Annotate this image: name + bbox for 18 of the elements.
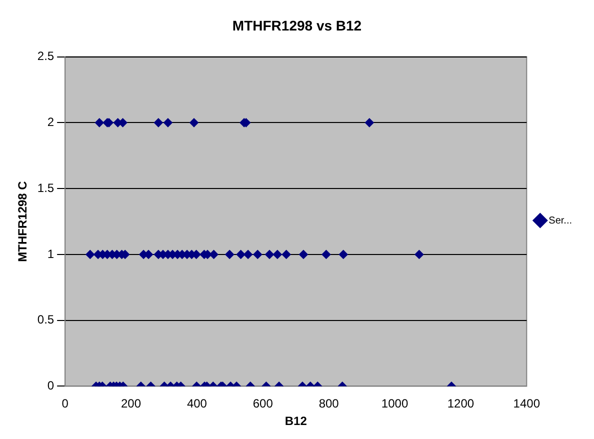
x-tick-label: 0	[62, 396, 69, 411]
x-tick-label: 800	[318, 396, 340, 411]
y-tick-label: 2.5	[37, 49, 54, 64]
y-tick-label: 1.5	[37, 180, 54, 195]
y-tick-label: 0.5	[37, 312, 54, 327]
x-axis-title: B12	[284, 414, 308, 428]
y-axis-title: MTHFR1298 C	[16, 180, 30, 262]
y-tick-label: 2	[47, 114, 54, 129]
legend-label: Ser...	[548, 215, 572, 226]
x-tick-label: 1000	[381, 396, 408, 411]
y-tick-label: 1	[47, 246, 54, 261]
chart-title: MTHFR1298 vs B12	[232, 17, 362, 34]
x-tick-label: 1200	[447, 396, 474, 411]
x-tick-label: 600	[252, 396, 274, 411]
x-tick-label: 1400	[513, 396, 540, 411]
x-tick-label: 200	[121, 396, 142, 411]
y-tick-label: 0	[47, 378, 54, 393]
x-tick-label: 400	[186, 396, 208, 411]
